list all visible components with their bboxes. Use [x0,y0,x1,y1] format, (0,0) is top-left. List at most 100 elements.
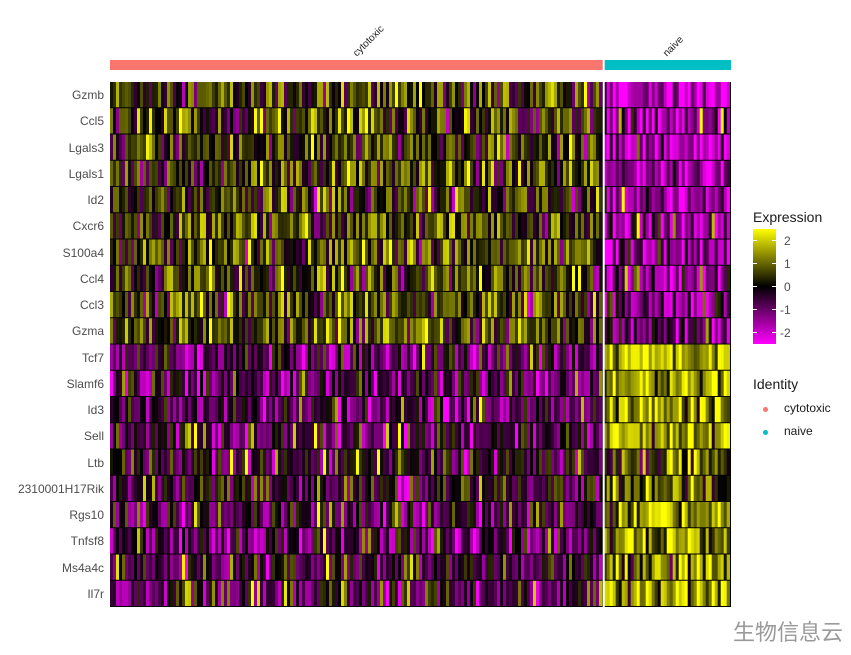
heatmap-cell [410,423,413,448]
heatmap-cell [398,135,401,160]
heatmap-cell [709,397,712,422]
heatmap-cell [449,397,452,422]
heatmap-cell [443,423,446,448]
heatmap-cell [362,187,365,212]
heatmap-cell [203,476,206,501]
heatmap-cell [467,555,470,580]
heatmap-cell [655,187,658,212]
heatmap-cell [560,397,563,422]
heatmap-cell [578,555,581,580]
heatmap-cell [194,213,197,238]
heatmap-cell [658,292,661,317]
heatmap-cell [443,476,446,501]
heatmap-cell [566,187,569,212]
heatmap-cell [326,318,329,343]
heatmap-cell [164,82,167,107]
heatmap-cell [419,266,422,291]
heatmap-cell [530,240,533,265]
heatmap-cell [416,292,419,317]
heatmap-cell [530,82,533,107]
heatmap-cell [634,161,637,186]
heatmap-cell [296,450,299,475]
heatmap-cell [610,318,613,343]
heatmap-cell [476,555,479,580]
heatmap-cell [655,528,658,553]
heatmap-cell [212,450,215,475]
heatmap-cell [646,450,649,475]
heatmap-cell [637,108,640,133]
heatmap-cell [194,450,197,475]
heatmap-cell [254,292,257,317]
heatmap-cell [398,108,401,133]
heatmap-cell [727,555,730,580]
heatmap-cell [563,318,566,343]
heatmap-cell [503,318,506,343]
heatmap-cell [479,555,482,580]
heatmap-cell [185,581,188,606]
heatmap-cell [616,371,619,396]
heatmap-cell [622,528,625,553]
heatmap-cell [643,266,646,291]
heatmap-cell [206,450,209,475]
heatmap-cell [536,423,539,448]
heatmap-cell [437,397,440,422]
heatmap-cell [125,397,128,422]
heatmap-cell [191,213,194,238]
heatmap-cell [551,450,554,475]
heatmap-cell [506,397,509,422]
heatmap-cell [335,476,338,501]
heatmap-cell [622,450,625,475]
heatmap-cell [700,423,703,448]
heatmap-cell [233,292,236,317]
heatmap-cell [242,135,245,160]
heatmap-cell [715,108,718,133]
heatmap-cell [329,397,332,422]
heatmap-cell [434,528,437,553]
heatmap-cell [676,187,679,212]
heatmap-cell [536,528,539,553]
heatmap-cell [113,161,116,186]
heatmap-cell [269,450,272,475]
heatmap-cell [607,555,610,580]
heatmap-cell [422,423,425,448]
heatmap-cell [473,581,476,606]
heatmap-cell [619,135,622,160]
heatmap-cell [314,423,317,448]
heatmap-cell [368,187,371,212]
heatmap-cell [566,423,569,448]
heatmap-cell [401,187,404,212]
heatmap-cell [682,555,685,580]
heatmap-cell [718,423,721,448]
heatmap-cell [347,371,350,396]
heatmap-cell [323,502,326,527]
heatmap-cell [688,345,691,370]
heatmap-cell [470,292,473,317]
heatmap-cell [446,135,449,160]
heatmap-cell [616,476,619,501]
heatmap-cell [323,108,326,133]
heatmap-cell [557,161,560,186]
heatmap-cell [203,213,206,238]
heatmap-cell [200,240,203,265]
heatmap-cell [724,371,727,396]
heatmap-cell [596,555,599,580]
heatmap-cell [170,213,173,238]
heatmap-cell [311,528,314,553]
heatmap-cell [658,528,661,553]
heatmap-cell [709,345,712,370]
heatmap-cell [652,476,655,501]
heatmap-cell [338,161,341,186]
heatmap-cell [682,397,685,422]
heatmap-cell [263,161,266,186]
heatmap-cell [305,108,308,133]
heatmap-cell [551,213,554,238]
heatmap-cell [167,187,170,212]
heatmap-cell [128,528,131,553]
heatmap-cell [428,502,431,527]
heatmap-cell [590,528,593,553]
heatmap-cell [368,266,371,291]
heatmap-cell [694,161,697,186]
heatmap-cell [658,108,661,133]
heatmap-cell [503,502,506,527]
heatmap-cell [661,450,664,475]
